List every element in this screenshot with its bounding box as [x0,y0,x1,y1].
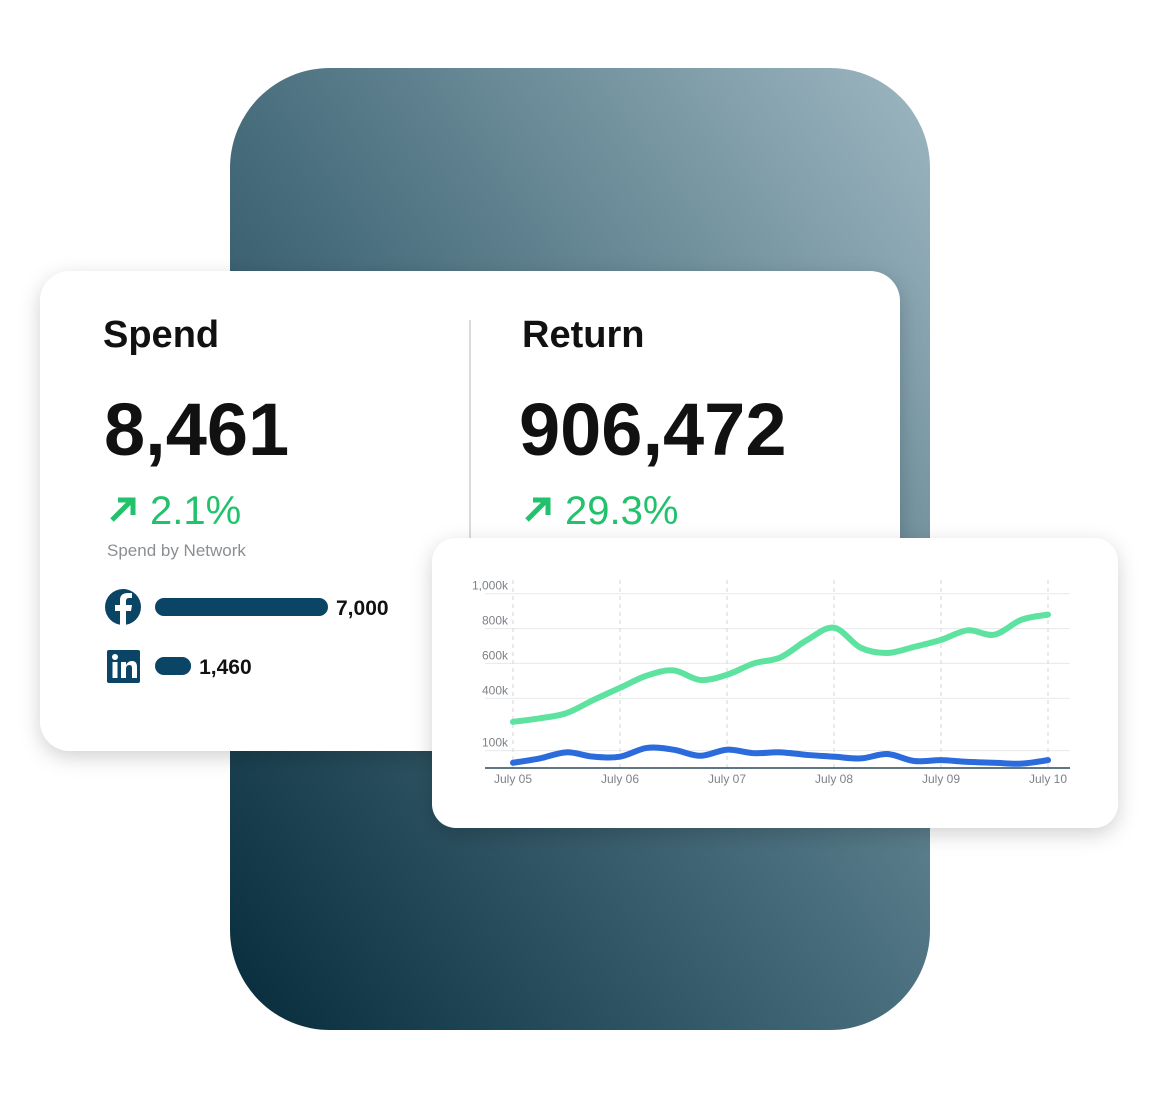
return-value: 906,472 [519,388,787,471]
facebook-icon [105,589,141,625]
x-tick-label: July 06 [601,772,639,786]
series-line [510,744,1051,767]
up-arrow [525,497,551,522]
y-tick-label: 600k [482,648,509,662]
up-arrow [110,497,136,522]
network-bar [155,598,328,616]
y-tick-label: 1,000k [472,579,509,593]
network-bar [155,657,192,675]
network-title: Spend by Network [107,541,246,560]
linkedin-icon [107,650,140,683]
x-tick-label: July 10 [1029,772,1067,786]
return-title: Return [522,314,644,356]
y-tick-label: 800k [482,614,509,628]
network-value: 1,460 [199,656,252,679]
line-chart: 100k 400k 600k 800k 1,000k July 05 July 06 July… [472,579,1070,786]
spend-title: Spend [103,314,219,356]
chart-card [432,538,1118,828]
network-value: 7,000 [336,597,389,620]
y-tick-label: 100k [482,736,509,750]
spend-change: 2.1% [150,489,241,533]
return-change: 29.3% [565,489,678,533]
x-tick-label: July 09 [922,772,960,786]
y-tick-label: 400k [482,683,509,697]
spend-value: 8,461 [104,388,289,471]
x-tick-label: July 05 [494,772,532,786]
x-tick-label: July 08 [815,772,853,786]
x-tick-label: July 07 [708,772,746,786]
series-line [510,611,1051,725]
